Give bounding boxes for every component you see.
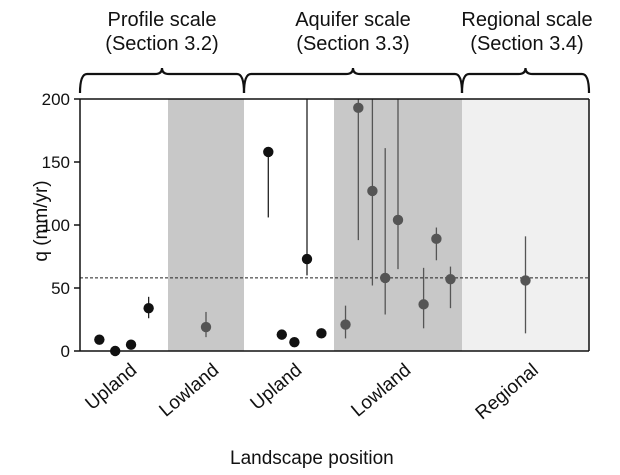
scale-braces	[78, 67, 591, 94]
data-point-11	[353, 102, 364, 114]
y-tick-label-1: 50	[51, 279, 70, 298]
data-points	[94, 102, 531, 357]
data-point-15	[418, 299, 429, 310]
scale-title-aquifer: Aquifer scale	[295, 9, 411, 31]
category-label-1: Lowland	[155, 360, 223, 422]
scale-section-aquifer: (Section 3.3)	[296, 33, 410, 55]
data-point-8	[301, 253, 313, 265]
scale-label-aquifer: Aquifer scale (Section 3.3)	[244, 8, 462, 56]
tick-labels: 0 50 100 150 200	[42, 90, 70, 361]
scale-label-regional: Regional scale (Section 3.4)	[452, 8, 602, 56]
data-point-12	[367, 185, 378, 197]
scale-title-profile: Profile scale	[107, 9, 217, 31]
data-point-3	[143, 302, 154, 314]
scale-section-regional: (Section 3.4)	[470, 33, 584, 55]
brace-0	[78, 67, 246, 94]
data-point-9	[316, 328, 327, 339]
data-point-17	[445, 273, 456, 285]
brace-1	[242, 67, 464, 94]
y-axis-title: q (mm/yr)	[31, 180, 52, 262]
category-label-4: Regional	[472, 360, 543, 424]
data-point-7	[289, 336, 300, 348]
scale-section-profile: (Section 3.2)	[105, 33, 219, 55]
data-point-13	[380, 272, 391, 284]
y-tick-label-3: 150	[42, 153, 70, 172]
data-point-4	[200, 321, 212, 333]
brace-2	[460, 67, 591, 94]
data-point-5	[263, 146, 274, 158]
data-point-18	[520, 275, 531, 286]
category-label-2: Upland	[247, 360, 307, 415]
category-label-3: Lowland	[347, 360, 415, 422]
data-point-6	[276, 329, 287, 340]
data-point-16	[431, 233, 442, 245]
data-point-10	[340, 319, 351, 330]
y-tick-label-2: 100	[42, 216, 70, 235]
category-labels: Upland Lowland Upland Lowland Regional	[82, 360, 543, 424]
category-label-0: Upland	[82, 360, 142, 415]
data-point-14	[392, 214, 404, 226]
y-tick-label-4: 200	[42, 90, 70, 109]
scale-label-profile: Profile scale (Section 3.2)	[80, 8, 244, 56]
data-point-0	[94, 334, 105, 345]
y-tick-label-0: 0	[61, 342, 70, 361]
data-point-2	[125, 339, 137, 350]
scale-title-regional: Regional scale	[461, 9, 593, 31]
axes	[74, 98, 590, 352]
x-axis-title: Landscape position	[230, 448, 394, 469]
band-lowland-1	[168, 99, 244, 351]
